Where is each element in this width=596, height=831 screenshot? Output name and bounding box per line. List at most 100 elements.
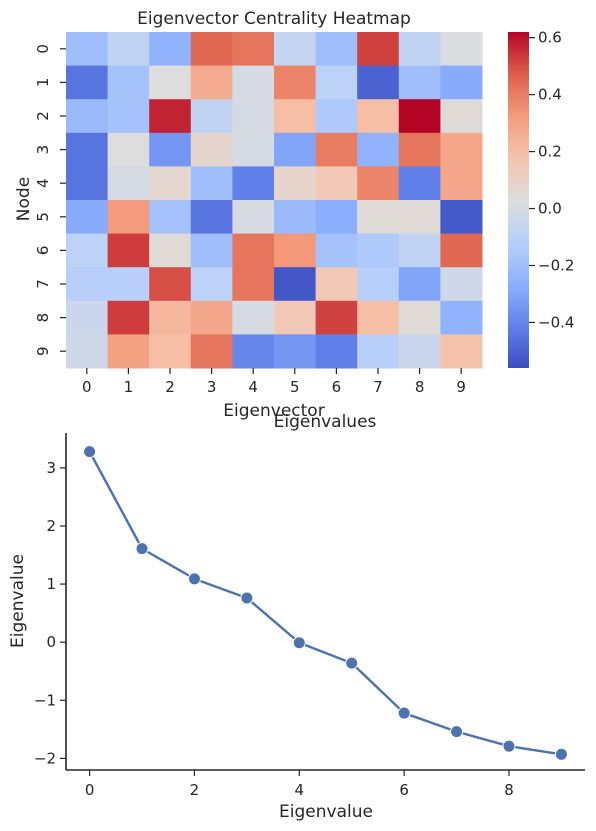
heatmap-cell: [357, 132, 400, 167]
line-chart-x-ticks: 0 2 4 6 8: [85, 770, 514, 799]
heatmap-cell: [398, 132, 441, 167]
heatmap-cells: [66, 32, 483, 369]
line-chart-y-ticks: −2 −1 0 1 2 3: [34, 459, 66, 767]
heatmap-x-axis-label: Eigenvector: [223, 401, 324, 421]
eigenvalue-series-line: [88, 451, 562, 756]
heatmap-cell: [440, 300, 483, 335]
line-chart-y-axis-label: Eigenvalue: [8, 554, 28, 648]
line-chart-panel: Eigenvalues 0 2 4 6 8 −2 −1 0 1 2 3 Eigenvalue Ei…: [8, 412, 585, 822]
heatmap-y-tick-label: 8: [34, 313, 52, 323]
heatmap-cell: [398, 334, 441, 369]
heatmap-cell: [398, 267, 441, 302]
heatmap-cell: [232, 233, 275, 268]
colorbar-tick-label: 0.2: [538, 143, 562, 161]
heatmap-cell: [274, 32, 317, 67]
colorbar-tick-label: 0.4: [538, 86, 562, 104]
heatmap-x-tick-label: 7: [373, 378, 383, 396]
heatmap-cell: [232, 65, 275, 100]
line-chart-y-tick-label: 1: [46, 575, 56, 593]
colorbar-tick-label: 0.6: [538, 29, 562, 47]
heatmap-cell: [107, 32, 150, 67]
heatmap-cell: [274, 132, 317, 167]
colorbar-ticks: −0.4 −0.2 0.0 0.2 0.4 0.6: [529, 29, 574, 331]
heatmap-cell: [190, 99, 233, 134]
heatmap-cell: [66, 200, 109, 235]
heatmap-cell: [274, 99, 317, 134]
heatmap-cell: [149, 267, 192, 302]
heatmap-x-tick-label: 3: [207, 378, 217, 396]
heatmap-cell: [107, 300, 150, 335]
heatmap-cell: [274, 300, 317, 335]
heatmap-cell: [149, 334, 192, 369]
heatmap-cell: [440, 65, 483, 100]
heatmap-panel: Eigenvector Centrality Heatmap 0 1 2 3 4 5 6 7 8…: [14, 9, 574, 421]
heatmap-cell: [190, 65, 233, 100]
heatmap-y-tick-label: 7: [34, 279, 52, 289]
heatmap-cell: [315, 233, 358, 268]
heatmap-cell: [274, 65, 317, 100]
heatmap-cell: [398, 32, 441, 67]
heatmap-x-tick-label: 2: [165, 378, 175, 396]
heatmap-cell: [66, 132, 109, 167]
line-chart-y-tick-label: −1: [34, 691, 56, 709]
heatmap-cell: [274, 166, 317, 201]
heatmap-cell: [357, 65, 400, 100]
eigenvalue-point: [240, 591, 254, 605]
colorbar-tick-label: 0.0: [538, 200, 562, 218]
heatmap-cell: [398, 200, 441, 235]
heatmap-cell: [357, 200, 400, 235]
heatmap-cell: [107, 267, 150, 302]
heatmap-cell: [66, 267, 109, 302]
heatmap-cell: [107, 132, 150, 167]
heatmap-cell: [190, 267, 233, 302]
heatmap-cell: [315, 65, 358, 100]
heatmap-cell: [66, 300, 109, 335]
line-chart-x-tick-label: 8: [504, 781, 514, 799]
heatmap-y-ticks: 0 1 2 3 4 5 6 7 8 9: [34, 44, 66, 356]
heatmap-cell: [190, 32, 233, 67]
heatmap-x-tick-label: 5: [290, 378, 300, 396]
eigenvalue-point: [554, 747, 568, 761]
heatmap-x-ticks: 0 1 2 3 4 5 6 7 8 9: [82, 368, 466, 396]
heatmap-cell: [190, 200, 233, 235]
heatmap-cell: [149, 99, 192, 134]
heatmap-cell: [315, 334, 358, 369]
heatmap-cell: [440, 200, 483, 235]
heatmap-cell: [315, 32, 358, 67]
heatmap-cell: [398, 300, 441, 335]
eigenvalue-point: [187, 572, 201, 586]
heatmap-cell: [357, 334, 400, 369]
heatmap-cell: [149, 300, 192, 335]
heatmap-x-tick-label: 0: [82, 378, 92, 396]
heatmap-cell: [315, 99, 358, 134]
heatmap-cell: [440, 132, 483, 167]
heatmap-y-tick-label: 2: [34, 111, 52, 121]
heatmap-cell: [66, 166, 109, 201]
heatmap-cell: [398, 233, 441, 268]
heatmap-cell: [190, 166, 233, 201]
heatmap-cell: [232, 132, 275, 167]
heatmap-cell: [315, 132, 358, 167]
heatmap-cell: [66, 99, 109, 134]
line-chart-y-tick-label: 0: [46, 633, 56, 651]
heatmap-cell: [107, 334, 150, 369]
heatmap-cell: [315, 166, 358, 201]
heatmap-cell: [398, 99, 441, 134]
heatmap-cell: [440, 32, 483, 67]
heatmap-cell: [66, 65, 109, 100]
heatmap-cell: [440, 233, 483, 268]
heatmap-cell: [232, 32, 275, 67]
heatmap-cell: [274, 334, 317, 369]
heatmap-x-tick-label: 6: [332, 378, 342, 396]
heatmap-y-tick-label: 3: [34, 145, 52, 155]
eigenvalue-point: [450, 725, 464, 739]
heatmap-cell: [315, 267, 358, 302]
heatmap-y-tick-label: 9: [34, 346, 52, 356]
heatmap-cell: [357, 99, 400, 134]
heatmap-cell: [190, 300, 233, 335]
heatmap-cell: [232, 166, 275, 201]
heatmap-cell: [315, 200, 358, 235]
heatmap-cell: [398, 166, 441, 201]
line-chart-x-tick-label: 0: [85, 781, 95, 799]
heatmap-cell: [107, 233, 150, 268]
